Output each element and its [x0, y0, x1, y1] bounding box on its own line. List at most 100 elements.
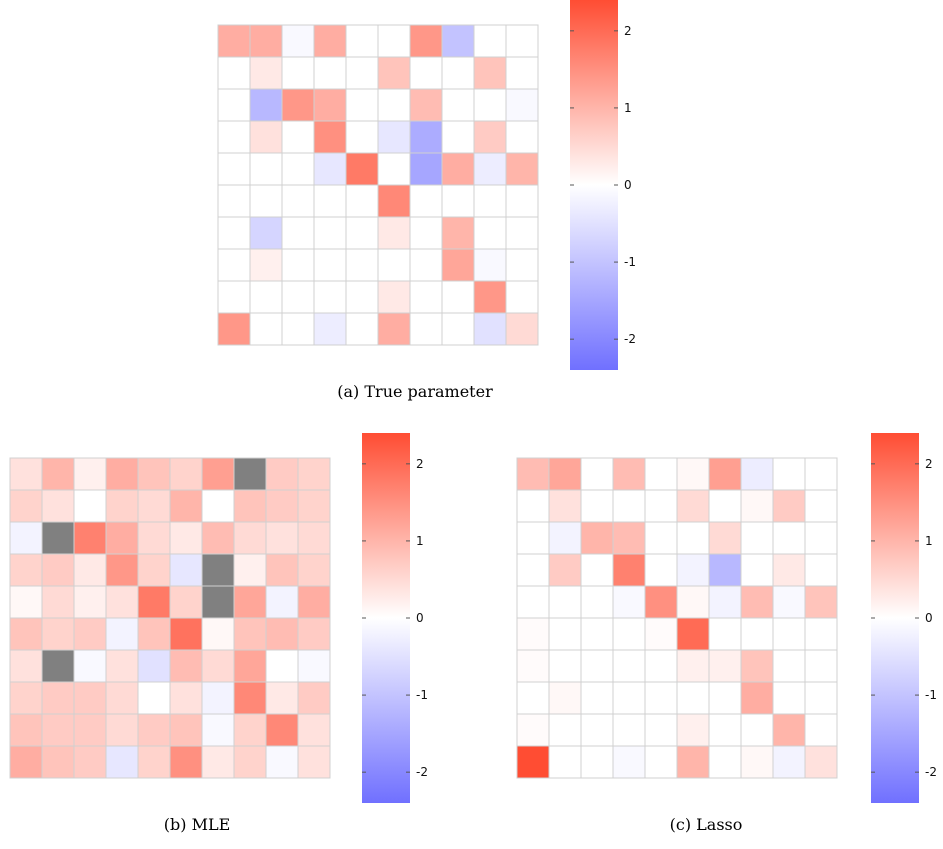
- heatmap-cell: [73, 457, 107, 491]
- heatmap-cell: [9, 713, 43, 747]
- heatmap-c-grid: [516, 457, 838, 779]
- heatmap-cell: [233, 713, 267, 747]
- heatmap-cell: [297, 585, 331, 619]
- heatmap-cell: [441, 280, 475, 314]
- heatmap-cell: [297, 457, 331, 491]
- heatmap-cell: [201, 489, 235, 523]
- heatmap-cell: [505, 120, 539, 154]
- heatmap-cell: [9, 745, 43, 779]
- heatmap-cell: [105, 489, 139, 523]
- heatmap-cell: [516, 617, 550, 651]
- heatmap-cell: [9, 649, 43, 683]
- heatmap-cell: [804, 745, 838, 779]
- heatmap-cell: [201, 521, 235, 555]
- heatmap-cell: [409, 24, 443, 58]
- heatmap-cell: [409, 56, 443, 90]
- heatmap-cell: [265, 617, 299, 651]
- heatmap-cell: [740, 457, 774, 491]
- heatmap-cell: [105, 553, 139, 587]
- heatmap-cell: [313, 184, 347, 218]
- heatmap-cell: [345, 184, 379, 218]
- heatmap-cell: [105, 713, 139, 747]
- heatmap-cell: [281, 120, 315, 154]
- heatmap-cell: [516, 649, 550, 683]
- heatmap-cell: [9, 553, 43, 587]
- heatmap-cell: [345, 120, 379, 154]
- heatmap-cell: [676, 457, 710, 491]
- heatmap-cell: [137, 521, 171, 555]
- heatmap-cell: [41, 585, 75, 619]
- heatmap-cell: [612, 681, 646, 715]
- heatmap-cell: [740, 585, 774, 619]
- heatmap-cell: [249, 120, 283, 154]
- heatmap-cell: [740, 745, 774, 779]
- heatmap-cell: [473, 184, 507, 218]
- heatmap-cell: [708, 617, 742, 651]
- heatmap-cell: [41, 489, 75, 523]
- heatmap-cell: [409, 184, 443, 218]
- heatmap-cell: [580, 681, 614, 715]
- heatmap-cell: [580, 585, 614, 619]
- heatmap-cell: [137, 713, 171, 747]
- heatmap-cell: [740, 649, 774, 683]
- heatmap-cell: [548, 681, 582, 715]
- heatmap-cell: [740, 521, 774, 555]
- heatmap-cell: [804, 521, 838, 555]
- heatmap-cell: [377, 216, 411, 250]
- heatmap-cell: [281, 56, 315, 90]
- heatmap-cell: [708, 457, 742, 491]
- colorbar-tick-label: -1: [925, 688, 937, 702]
- heatmap-cell: [105, 681, 139, 715]
- colorbar-tick-label: 2: [624, 24, 632, 38]
- heatmap-cell: [804, 649, 838, 683]
- heatmap-cell: [548, 713, 582, 747]
- heatmap-cell: [313, 248, 347, 282]
- heatmap-cell: [377, 248, 411, 282]
- heatmap-cell: [313, 88, 347, 122]
- colorbar-tick-label: -2: [925, 765, 937, 779]
- heatmap-cell: [73, 649, 107, 683]
- heatmap-cell: [441, 24, 475, 58]
- heatmap-cell: [772, 521, 806, 555]
- heatmap-cell: [377, 152, 411, 186]
- heatmap-cell: [345, 280, 379, 314]
- heatmap-cell: [233, 585, 267, 619]
- heatmap-cell: [772, 745, 806, 779]
- heatmap-cell: [708, 681, 742, 715]
- heatmap-cell: [740, 681, 774, 715]
- heatmap-cell: [105, 649, 139, 683]
- heatmap-cell: [41, 457, 75, 491]
- heatmap-cell: [516, 713, 550, 747]
- caption-c: (c) Lasso: [670, 815, 743, 834]
- colorbar-gradient: [871, 433, 919, 803]
- heatmap-cell: [137, 649, 171, 683]
- heatmap-cell: [249, 280, 283, 314]
- heatmap-cell: [644, 617, 678, 651]
- heatmap-cell: [265, 681, 299, 715]
- heatmap-cell: [772, 457, 806, 491]
- heatmap-cell: [345, 248, 379, 282]
- panel-b: 2 1 0 -1 -2 (b) MLE: [9, 433, 428, 834]
- heatmap-cell: [708, 745, 742, 779]
- colorbar-c: 2 1 0 -1 -2: [871, 433, 937, 803]
- heatmap-cell: [137, 745, 171, 779]
- heatmap-cell: [201, 585, 235, 619]
- heatmap-cell: [313, 280, 347, 314]
- heatmap-cell: [169, 585, 203, 619]
- heatmap-cell: [201, 553, 235, 587]
- heatmap-cell: [644, 457, 678, 491]
- heatmap-cell: [505, 248, 539, 282]
- heatmap-cell: [313, 56, 347, 90]
- heatmap-cell: [676, 649, 710, 683]
- heatmap-cell: [548, 585, 582, 619]
- colorbar-tick-label: -1: [416, 688, 428, 702]
- heatmap-cell: [441, 184, 475, 218]
- heatmap-cell: [473, 216, 507, 250]
- panel-a: 2 1 0 -1 -2 (a) True parameter: [217, 0, 636, 401]
- heatmap-cell: [505, 312, 539, 346]
- heatmap-cell: [41, 649, 75, 683]
- heatmap-cell: [441, 248, 475, 282]
- colorbar-b: 2 1 0 -1 -2: [362, 433, 428, 803]
- heatmap-cell: [297, 713, 331, 747]
